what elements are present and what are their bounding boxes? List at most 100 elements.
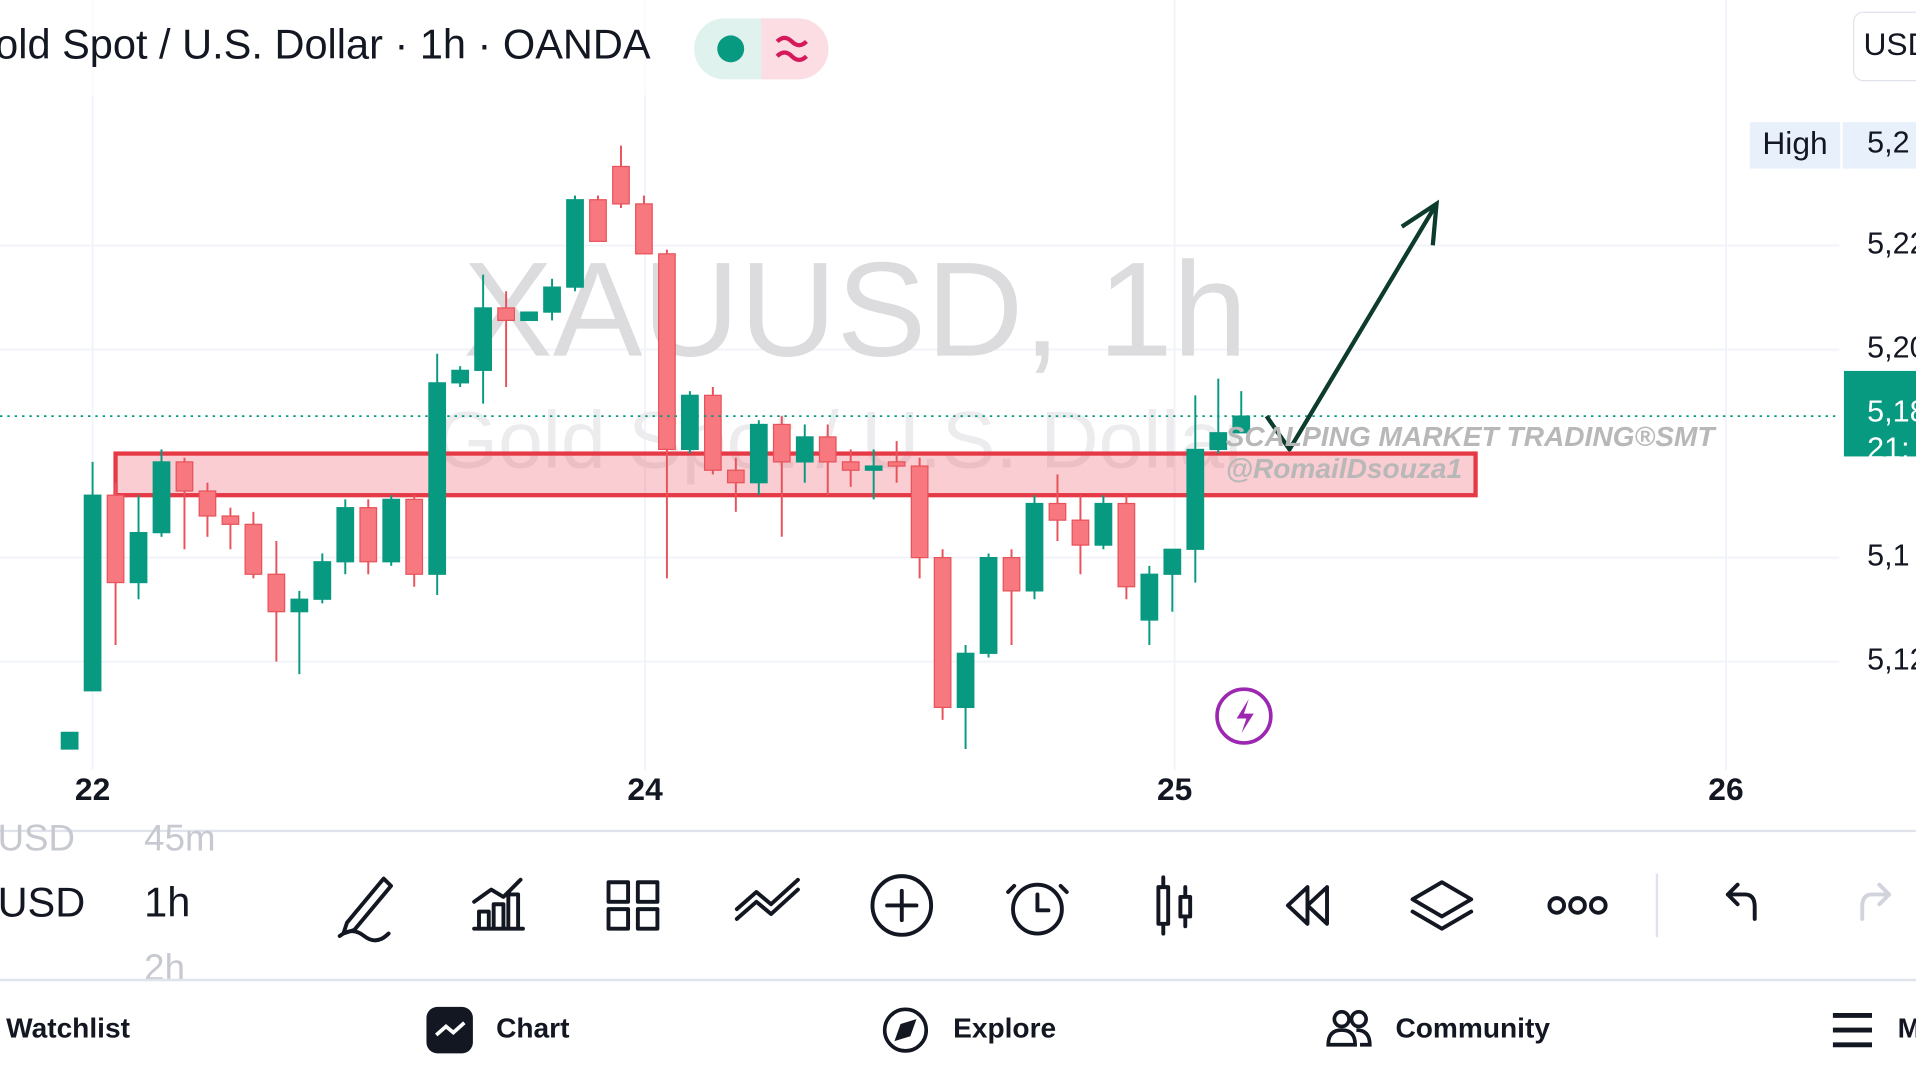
candle-body <box>1209 432 1228 451</box>
layers-tool[interactable] <box>1410 880 1474 931</box>
alert-tool[interactable] <box>1011 882 1064 936</box>
candle-body <box>1186 448 1205 550</box>
x-tick-label: 26 <box>1708 771 1743 807</box>
nav-explore[interactable]: Explore <box>953 1013 1056 1044</box>
candle-body <box>979 556 998 654</box>
nav-menu-icon <box>1832 1012 1873 1048</box>
candle-body <box>795 436 814 463</box>
candle-body <box>382 498 401 563</box>
title-bg <box>0 0 685 96</box>
high-label-bg <box>1749 122 1841 169</box>
nav-menu[interactable]: M <box>1898 1013 1916 1044</box>
annotation: @RomailDsouza1 <box>1226 453 1463 484</box>
candle-body <box>1071 519 1090 546</box>
candle-body <box>749 423 768 484</box>
bar-type-tool[interactable] <box>1156 875 1193 936</box>
candle-body <box>887 461 906 467</box>
candle-body <box>681 394 699 451</box>
y-tick-label: 5,22 <box>1867 227 1916 261</box>
event-bolt <box>1236 698 1254 734</box>
plot: XAUUSD, 1h Gold Spot / U.S. Dollar SCALP… <box>0 0 1840 770</box>
candle-body <box>543 286 561 313</box>
x-tick-label: 25 <box>1157 771 1192 807</box>
candle-body <box>405 498 424 575</box>
more-dot[interactable] <box>1547 896 1567 915</box>
high-value: 5,2 <box>1867 125 1909 159</box>
candle-body <box>198 490 217 517</box>
nav-community-icon <box>1326 1009 1372 1047</box>
y-tick-label: 5,12 <box>1867 643 1916 677</box>
candle-body <box>1025 502 1044 592</box>
indicators-tool[interactable] <box>472 877 525 931</box>
candle-body <box>864 465 883 471</box>
candle-body <box>1002 556 1021 592</box>
watermark: XAUUSD, 1h <box>463 235 1247 385</box>
price-label: 21: <box>1867 431 1909 465</box>
status-pill[interactable] <box>694 18 829 80</box>
x-tick-label: 22 <box>75 771 110 807</box>
redo[interactable] <box>1860 882 1892 921</box>
replay-tool[interactable] <box>1285 885 1329 926</box>
templates-tool[interactable] <box>606 880 660 931</box>
nav-community[interactable]: Community <box>1395 1013 1550 1044</box>
chart-title: old Spot / U.S. Dollar · 1h · OANDA <box>0 21 651 68</box>
candle-body <box>129 532 148 584</box>
candle-body <box>818 436 837 463</box>
candle-body <box>106 494 125 584</box>
candle-body <box>474 307 493 371</box>
candle-body <box>290 598 309 613</box>
alert-hands <box>1006 883 1069 913</box>
arrow <box>1264 202 1439 452</box>
candle-body <box>313 561 332 600</box>
candle-body <box>589 199 607 242</box>
nav-explore-glyph <box>894 1019 917 1042</box>
symbol[interactable]: USD <box>0 878 85 925</box>
draw-tool[interactable] <box>337 876 393 943</box>
candle-body <box>703 394 722 471</box>
price-label-bg <box>1843 370 1916 457</box>
high-value-bg <box>1842 122 1916 169</box>
candle-body <box>635 203 653 255</box>
zone <box>113 451 1478 498</box>
candle-body <box>726 469 745 484</box>
interval-prev: 45m <box>144 817 215 858</box>
nav-chart[interactable]: Chart <box>496 1013 570 1044</box>
nav-chart-glyph <box>435 1021 466 1037</box>
candle-body <box>841 461 860 471</box>
candle-body <box>175 461 194 492</box>
candle-body <box>267 573 286 613</box>
candle-body <box>60 731 79 750</box>
candle-body <box>772 423 791 463</box>
candle-body <box>612 165 630 205</box>
candle-body <box>336 507 355 563</box>
candle-body <box>910 465 929 559</box>
symbol-prev: USD <box>0 817 75 858</box>
price-label: 5,18 <box>1867 395 1916 429</box>
candle-body <box>1163 548 1182 575</box>
currency-button[interactable] <box>1853 11 1916 82</box>
candle-body <box>83 494 102 692</box>
add-plus <box>885 888 919 923</box>
high-label: High <box>1762 125 1827 161</box>
more-dot[interactable] <box>1568 896 1587 915</box>
candle-body <box>152 461 171 534</box>
x-tick-label: 24 <box>627 771 663 807</box>
more-dot[interactable] <box>1589 896 1608 915</box>
candle-body <box>428 382 447 575</box>
candle-body <box>956 652 975 709</box>
annotation: SCALPING MARKET TRADING®SMT <box>1226 421 1718 452</box>
candle-body <box>1140 573 1159 621</box>
nav-watchlist[interactable]: Watchlist <box>6 1013 130 1044</box>
add-tool[interactable] <box>870 874 934 937</box>
undo[interactable] <box>1725 882 1757 921</box>
candle-body <box>933 556 952 709</box>
nav-explore-icon <box>882 1007 929 1053</box>
candle-body <box>1117 502 1136 588</box>
compare-tool[interactable] <box>734 877 800 921</box>
candle-body <box>1048 502 1067 521</box>
interval[interactable]: 1h <box>144 878 190 925</box>
y-tick-label: 5,1 <box>1867 539 1909 573</box>
candle-body <box>566 199 584 288</box>
interval-next: 2h <box>144 947 185 988</box>
candle-body <box>244 523 263 575</box>
